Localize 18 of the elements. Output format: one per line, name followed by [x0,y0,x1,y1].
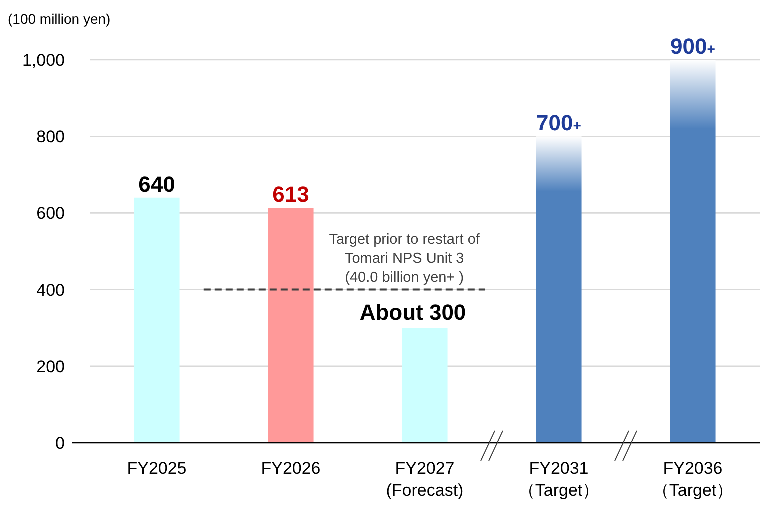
data-label: About 300 [360,300,466,326]
y-tick-label: 400 [36,280,65,300]
y-tick-label: 600 [36,204,65,224]
y-tick-label: 1,000 [22,51,65,70]
y-tick-label: 0 [56,434,65,453]
data-label: 640 [138,172,176,197]
x-tick-label: FY2027 (Forecast) [386,459,464,500]
x-tick-label: FY2026 [261,459,321,478]
data-label: 613 [272,182,310,208]
x-tick-label: FY2025 [127,459,187,478]
data-label: 900+ [670,34,716,59]
y-tick-label: 800 [36,128,65,147]
x-tick-label: FY2036 （Target） [652,459,734,500]
data-label: 700+ [536,110,582,136]
x-tick-label: FY2031 （Target） [518,459,600,500]
y-tick-label: 200 [36,357,65,376]
y-axis-title: (100 million yen) [8,11,111,27]
ref-line-label: Target prior to restart of Tomari NPS Unit 3 (40.0 billion yen+ ) [329,232,481,286]
